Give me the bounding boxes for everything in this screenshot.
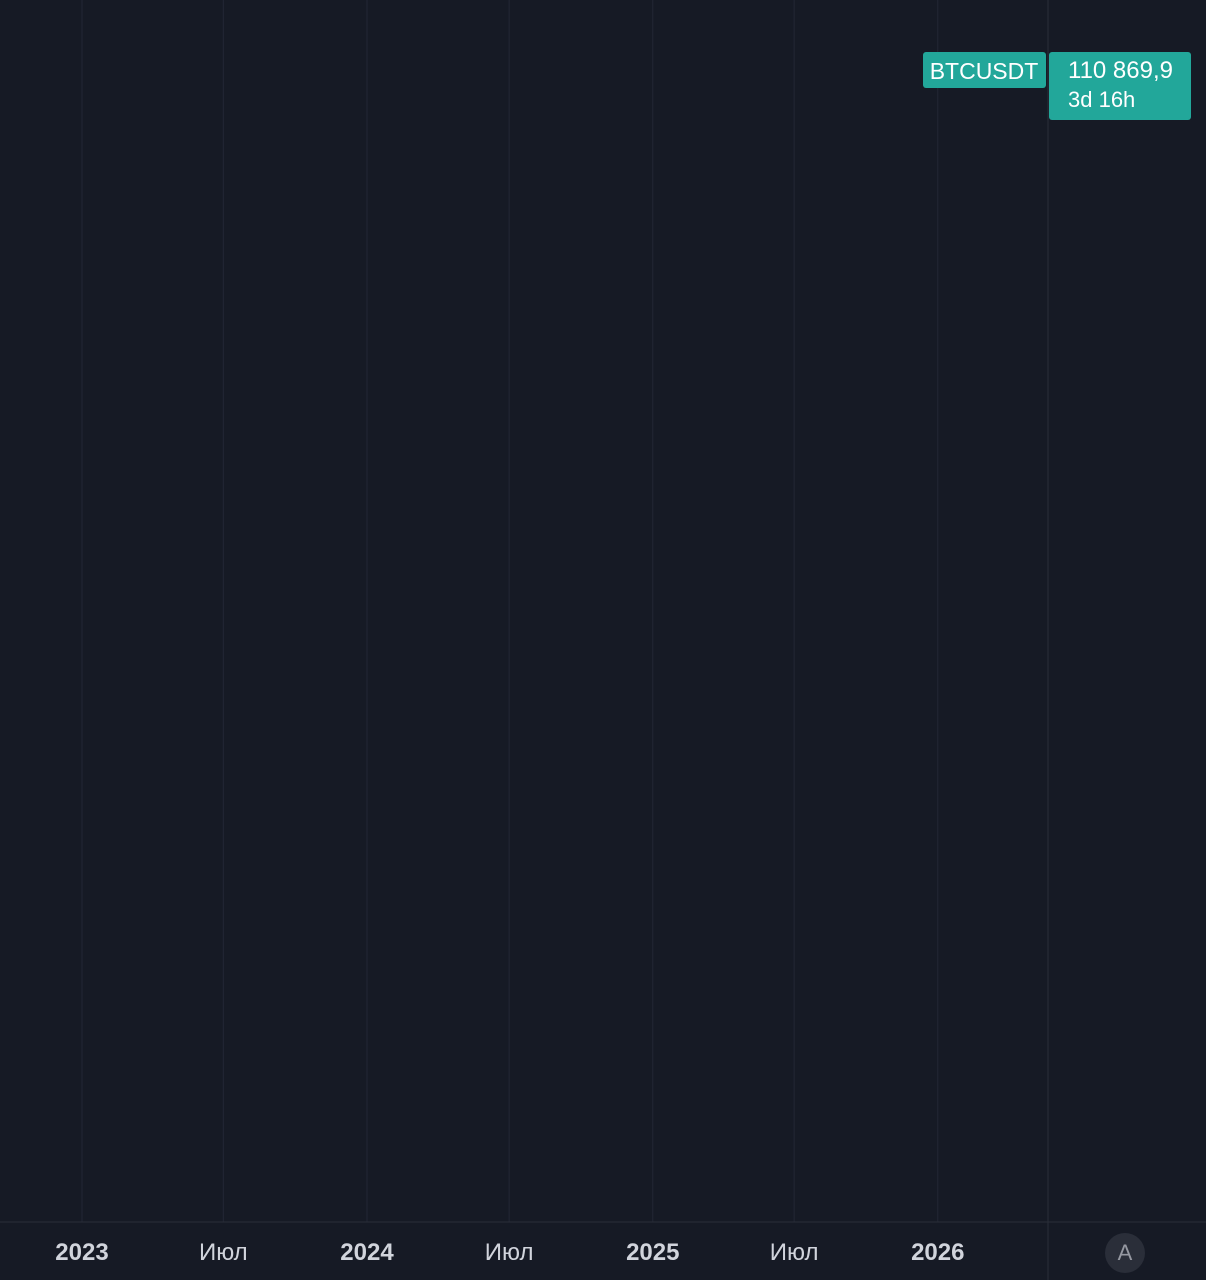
auto-scale-button[interactable]: A xyxy=(1105,1233,1145,1273)
bar-countdown: 3d 16h xyxy=(1068,87,1135,112)
time-axis[interactable]: 2023 Июл 2024 Июл 2025 Июл 2026 xyxy=(55,1239,964,1266)
time-tick-label: Июл xyxy=(199,1239,248,1266)
chart-grid xyxy=(81,0,939,1222)
time-tick-label: 2025 xyxy=(626,1239,679,1266)
last-price-value: 110 869,9 xyxy=(1068,57,1173,84)
time-tick-label: 2024 xyxy=(340,1239,394,1266)
time-tick-label: 2023 xyxy=(55,1239,108,1266)
last-price-marker: BTCUSDT 110 869,9 3d 16h xyxy=(923,52,1191,120)
time-tick-label: Июл xyxy=(770,1239,819,1266)
last-price-badge xyxy=(1049,52,1191,120)
time-tick-label: 2026 xyxy=(911,1239,964,1266)
time-tick-label: Июл xyxy=(485,1239,534,1266)
auto-scale-icon: A xyxy=(1117,1240,1133,1265)
symbol-label: BTCUSDT xyxy=(930,58,1039,84)
symbol-badge xyxy=(923,52,1046,88)
